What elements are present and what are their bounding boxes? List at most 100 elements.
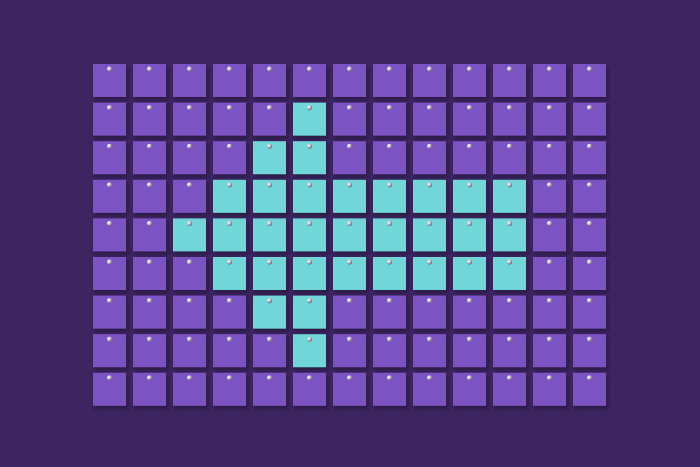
pin — [146, 298, 153, 304]
pin — [226, 259, 233, 265]
pin — [386, 143, 393, 149]
pin — [586, 182, 593, 188]
pin — [426, 143, 433, 149]
pin — [186, 259, 193, 265]
pin — [306, 105, 313, 111]
pin — [106, 143, 113, 149]
pin — [386, 182, 393, 188]
pin — [466, 105, 473, 111]
pin — [306, 182, 313, 188]
pin — [506, 259, 513, 265]
pin — [546, 375, 553, 381]
pin — [386, 66, 393, 72]
pin — [506, 143, 513, 149]
pin — [106, 259, 113, 265]
pin — [346, 336, 353, 342]
pin — [186, 105, 193, 111]
pin — [266, 259, 273, 265]
pin — [386, 259, 393, 265]
pin — [186, 220, 193, 226]
pin — [386, 375, 393, 381]
pin — [186, 375, 193, 381]
pin — [306, 143, 313, 149]
pin — [226, 143, 233, 149]
pin — [306, 375, 313, 381]
pin — [466, 143, 473, 149]
pin — [386, 336, 393, 342]
pin — [306, 220, 313, 226]
pin — [346, 66, 353, 72]
pin — [186, 336, 193, 342]
pin — [106, 182, 113, 188]
pin — [586, 220, 593, 226]
pin — [506, 298, 513, 304]
pin — [186, 298, 193, 304]
pin — [146, 66, 153, 72]
pin — [146, 259, 153, 265]
pin — [426, 298, 433, 304]
pin — [226, 375, 233, 381]
pin — [586, 66, 593, 72]
pin — [466, 298, 473, 304]
pin — [106, 105, 113, 111]
pin — [586, 105, 593, 111]
pin — [146, 220, 153, 226]
pin — [346, 143, 353, 149]
pin — [466, 375, 473, 381]
pin — [546, 182, 553, 188]
pin — [466, 336, 473, 342]
pin — [426, 182, 433, 188]
pin — [146, 105, 153, 111]
pin — [546, 298, 553, 304]
pin — [146, 182, 153, 188]
pin — [106, 375, 113, 381]
pin — [466, 66, 473, 72]
pin — [186, 143, 193, 149]
pin — [266, 66, 273, 72]
pin — [346, 105, 353, 111]
pin — [266, 105, 273, 111]
pin — [106, 298, 113, 304]
pin — [306, 336, 313, 342]
pin — [586, 259, 593, 265]
pin — [346, 259, 353, 265]
pin — [266, 298, 273, 304]
pin — [346, 375, 353, 381]
pin — [506, 220, 513, 226]
pin — [586, 143, 593, 149]
pin — [306, 259, 313, 265]
pin — [546, 259, 553, 265]
pin — [466, 259, 473, 265]
pin — [546, 220, 553, 226]
pin — [546, 336, 553, 342]
pin — [226, 105, 233, 111]
pin — [186, 182, 193, 188]
pin — [466, 220, 473, 226]
pin — [426, 336, 433, 342]
pin — [146, 375, 153, 381]
pin — [426, 375, 433, 381]
pin — [146, 143, 153, 149]
pin — [506, 375, 513, 381]
pin — [386, 298, 393, 304]
pin — [266, 220, 273, 226]
pin — [426, 105, 433, 111]
pin — [506, 105, 513, 111]
pin — [586, 375, 593, 381]
pin — [106, 336, 113, 342]
pin — [426, 259, 433, 265]
pin — [426, 66, 433, 72]
pin — [466, 182, 473, 188]
pin — [226, 182, 233, 188]
pin — [266, 182, 273, 188]
pin — [386, 105, 393, 111]
pin — [506, 66, 513, 72]
pin — [506, 336, 513, 342]
pin — [186, 66, 193, 72]
pin — [306, 298, 313, 304]
pin — [346, 298, 353, 304]
pin — [106, 66, 113, 72]
pin — [586, 298, 593, 304]
